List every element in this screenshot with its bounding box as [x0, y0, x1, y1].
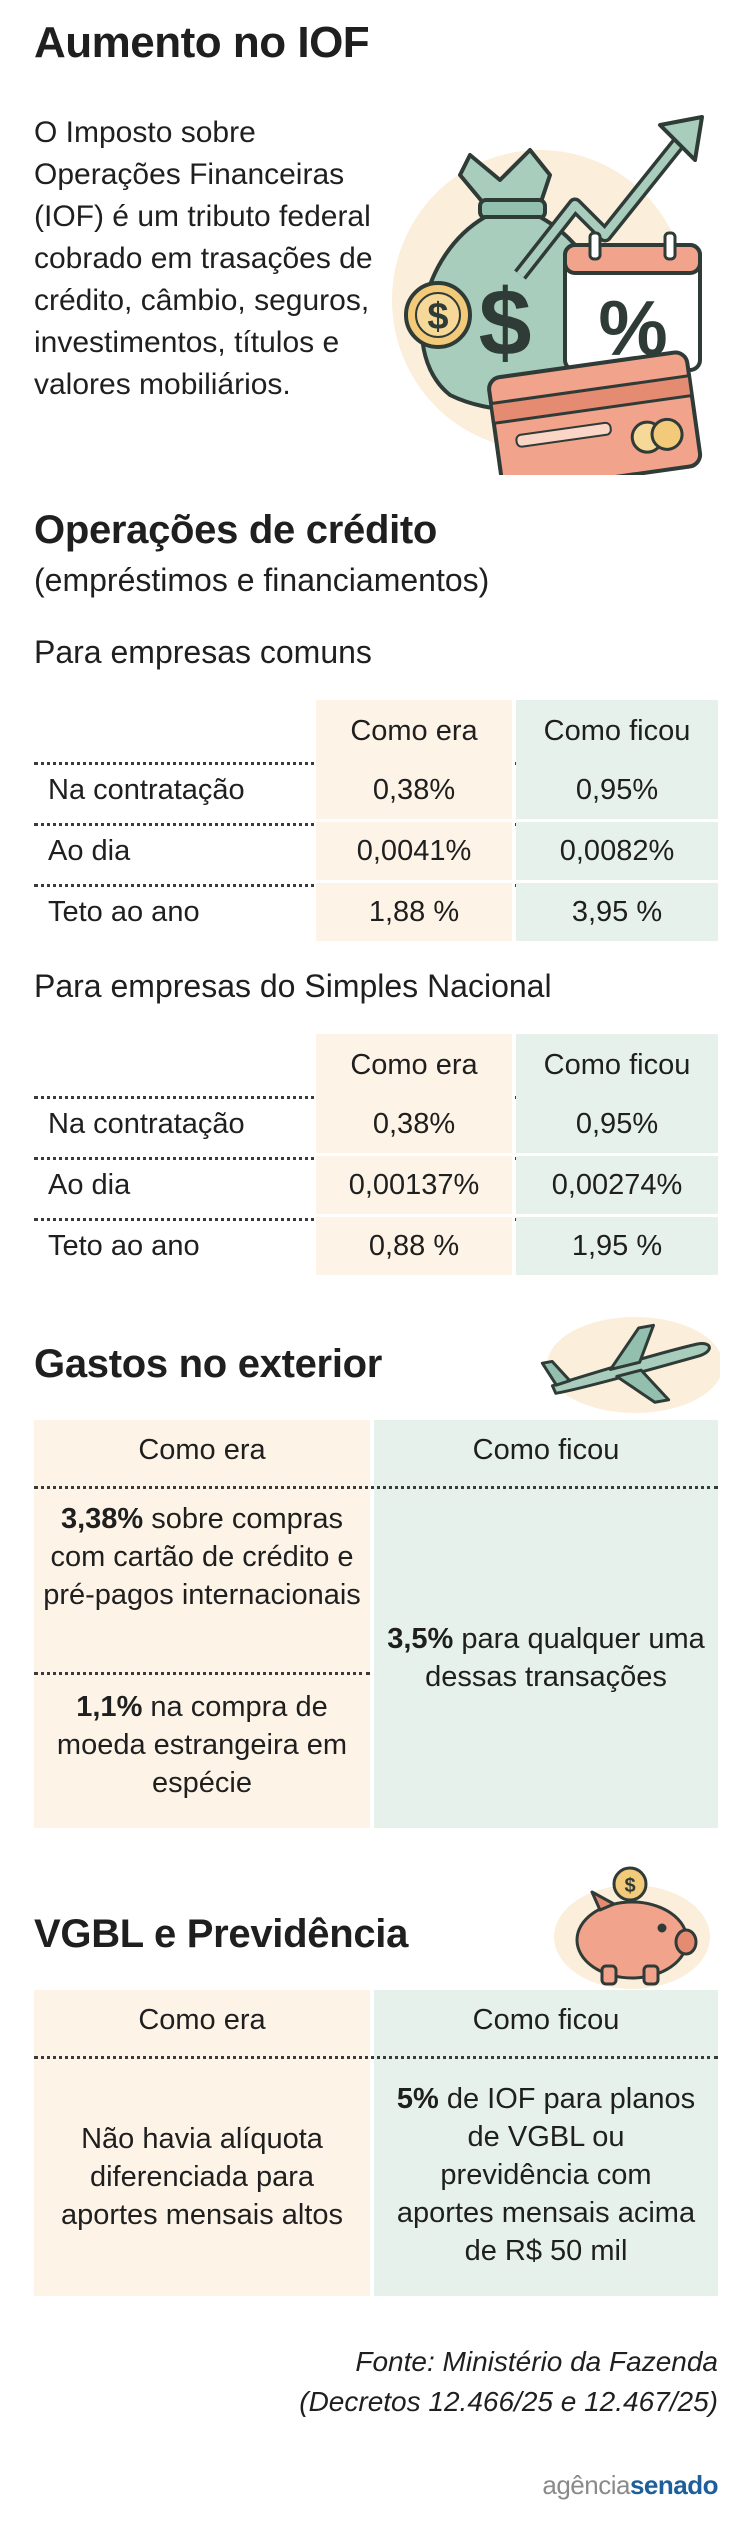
- exterior-heading: Gastos no exterior: [34, 1342, 383, 1386]
- row-label: Teto ao ano: [48, 896, 200, 928]
- rate-value: 3,38%: [60, 1503, 144, 1535]
- percent-calendar-icon: %: [563, 231, 702, 372]
- rate-text: de IOF para planos de VGBL ou previdênci…: [396, 2083, 696, 2267]
- row-label: Teto ao ano: [48, 1230, 200, 1262]
- row-after: 1,95 %: [516, 1217, 718, 1275]
- simples-table: Como era Como ficou Na contratação 0,38%…: [34, 1034, 718, 1275]
- airplane-icon: [540, 1317, 720, 1413]
- col-after-header: Como ficou: [472, 1434, 620, 1466]
- coin-icon: $: [404, 281, 472, 349]
- svg-text:$: $: [624, 1875, 635, 1897]
- logo-text-b: senado: [629, 2470, 719, 2500]
- row-after: 0,95%: [516, 1095, 718, 1153]
- rate-text: para qualquer uma dessas transações: [425, 1623, 705, 1693]
- row-after: 3,95 %: [516, 883, 718, 941]
- row-label: Na contratação: [48, 1108, 245, 1140]
- rate-text: na compra de moeda estrangeira em espéci…: [56, 1691, 348, 1799]
- row-after: 0,0082%: [516, 822, 718, 880]
- logo-text-a: agência: [542, 2470, 630, 2500]
- row-label: Na contratação: [48, 774, 245, 806]
- comuns-label: Para empresas comuns: [34, 634, 372, 670]
- before-item-cards: 3,38% sobre compras com cartão de crédit…: [42, 1500, 362, 1614]
- rate-value: 3,5%: [387, 1623, 454, 1655]
- rate-value: 5%: [396, 2083, 439, 2115]
- table-row: Ao dia 0,0041% 0,0082%: [34, 822, 718, 880]
- before-item-cash: 1,1% na compra de moeda estrangeira em e…: [42, 1688, 362, 1802]
- piggy-bank-icon: $: [554, 1866, 710, 1989]
- exterior-table: Como era Como ficou 3,38% sobre compras …: [34, 1420, 718, 1828]
- source-line: Fonte: Ministério da Fazenda: [355, 2346, 718, 2377]
- row-before: 0,0041%: [316, 822, 512, 880]
- source-line: (Decretos 12.466/25 e 12.467/25): [299, 2386, 718, 2417]
- row-before: 1,88 %: [316, 883, 512, 941]
- intro-text: O Imposto sobre Operações Financeiras (I…: [34, 116, 373, 401]
- svg-text:$: $: [479, 270, 532, 376]
- table-header-row: Como era Como ficou: [34, 1034, 718, 1096]
- credit-heading: Operações de crédito: [34, 508, 438, 552]
- row-label: Ao dia: [48, 1169, 131, 1201]
- growth-arrow-icon: [514, 115, 704, 280]
- row-before: 0,00137%: [316, 1156, 512, 1214]
- row-after: 0,00274%: [516, 1156, 718, 1214]
- table-row: Na contratação 0,38% 0,95%: [34, 761, 718, 819]
- vgbl-table: Como era Como ficou Não havia alíquota d…: [34, 1990, 718, 2296]
- row-before: 0,88 %: [316, 1217, 512, 1275]
- agency-logo: agênciasenado: [542, 2470, 718, 2501]
- col-before-header: Como era: [316, 1034, 512, 1096]
- col-after-header: Como ficou: [516, 1034, 718, 1096]
- row-label: Ao dia: [48, 835, 131, 867]
- row-before: 0,38%: [316, 1095, 512, 1153]
- table-row: Teto ao ano 1,88 % 3,95 %: [34, 883, 718, 941]
- page-title: Aumento no IOF: [34, 18, 370, 67]
- col-after-header: Como ficou: [472, 2004, 620, 2036]
- after-item: 3,5% para qualquer uma dessas transações: [384, 1620, 708, 1696]
- col-after-header: Como ficou: [516, 700, 718, 762]
- vgbl-heading: VGBL e Previdência: [34, 1912, 409, 1956]
- credit-card-icon: [487, 350, 703, 475]
- finance-illustration: $ % $: [392, 115, 704, 475]
- col-before-header: Como era: [138, 1434, 266, 1466]
- source-note: Fonte: Ministério da Fazenda (Decretos 1…: [299, 2342, 718, 2422]
- before-item: Não havia alíquota diferenciada para apo…: [60, 2123, 344, 2231]
- simples-label: Para empresas do Simples Nacional: [34, 968, 552, 1004]
- row-before: 0,38%: [316, 761, 512, 819]
- rate-text: sobre compras com cartão de crédito e pr…: [43, 1503, 361, 1611]
- table-row: Teto ao ano 0,88 % 1,95 %: [34, 1217, 718, 1275]
- col-before-header: Como era: [316, 700, 512, 762]
- table-row: Na contratação 0,38% 0,95%: [34, 1095, 718, 1153]
- after-item: 5% de IOF para planos de VGBL ou previdê…: [390, 2080, 702, 2270]
- table-header-row: Como era Como ficou: [34, 700, 718, 762]
- col-before-header: Como era: [138, 2004, 266, 2036]
- rate-value: 1,1%: [76, 1691, 143, 1723]
- svg-text:$: $: [427, 296, 448, 338]
- table-row: Ao dia 0,00137% 0,00274%: [34, 1156, 718, 1214]
- row-after: 0,95%: [516, 761, 718, 819]
- comuns-table: Como era Como ficou Na contratação 0,38%…: [34, 700, 718, 941]
- credit-subheading: (empréstimos e financiamentos): [34, 562, 490, 598]
